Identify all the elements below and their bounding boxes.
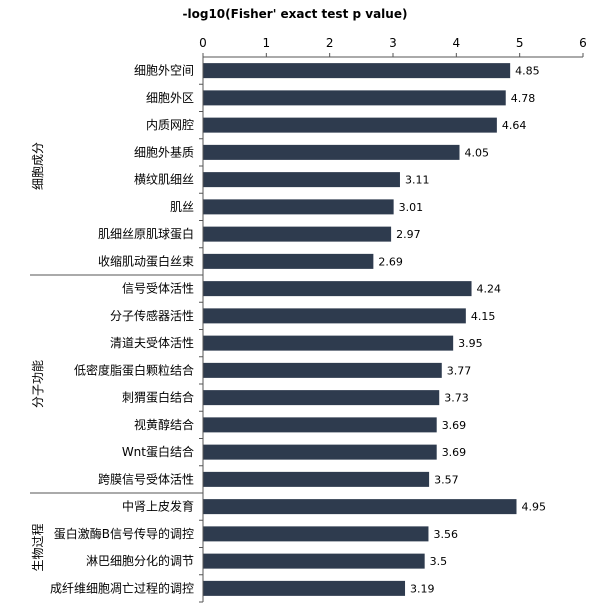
value-label: 4.64: [502, 119, 527, 132]
value-label: 3.19: [410, 582, 435, 595]
value-label: 3.5: [430, 555, 448, 568]
value-label: 3.77: [447, 364, 472, 377]
category-label: 中肾上皮发育: [122, 499, 194, 514]
value-label: 3.56: [433, 528, 458, 541]
bar: [203, 444, 437, 460]
bar: [203, 172, 400, 188]
category-label: 刺猬蛋白结合: [122, 390, 194, 405]
bar: [203, 226, 392, 242]
bar: [203, 553, 425, 569]
value-label: 4.85: [515, 65, 540, 78]
value-label: 4.15: [471, 310, 496, 323]
axes: [30, 56, 583, 603]
category-label: 内质网腔: [146, 117, 194, 132]
bar: [203, 281, 472, 297]
category-label: 肌细丝原肌球蛋白: [98, 226, 194, 241]
group-label: 细胞成分: [31, 142, 45, 190]
category-label: 细胞外基质: [134, 145, 194, 159]
value-label: 3.73: [444, 392, 469, 405]
x-axis-ticks: 0 1 2 3 4 5 6: [199, 36, 587, 57]
bar: [203, 580, 406, 596]
category-labels: 细胞外空间细胞外区内质网腔细胞外基质横纹肌细丝肌丝肌细丝原肌球蛋白收缩肌动蛋白丝…: [50, 64, 194, 596]
category-label: 收缩肌动蛋白丝束: [98, 253, 194, 268]
bar: [203, 335, 454, 351]
category-label: 跨膜信号受体活性: [98, 472, 194, 486]
value-label: 3.95: [458, 337, 483, 350]
bar: [203, 499, 517, 515]
category-label: 肌丝: [170, 200, 194, 214]
category-label: 清道夫受体活性: [110, 336, 194, 350]
bar: [203, 253, 374, 269]
bar: [203, 117, 497, 133]
category-label: 信号受体活性: [122, 282, 194, 296]
value-label: 2.97: [396, 228, 421, 241]
bar: [203, 308, 466, 324]
bar: [203, 471, 430, 487]
bar: [203, 144, 460, 160]
bar: [203, 362, 442, 378]
category-label: 分子传感器活性: [110, 308, 194, 323]
value-label: 4.78: [511, 92, 536, 105]
value-label: 3.69: [442, 419, 467, 432]
x-tick-label: 3: [389, 36, 397, 50]
category-label: 成纤维细胞凋亡过程的调控: [50, 580, 194, 595]
category-label: 低密度脂蛋白颗粒结合: [74, 362, 194, 377]
x-tick-label: 1: [263, 36, 271, 50]
category-label: 横纹肌细丝: [134, 173, 194, 187]
bar: [203, 63, 511, 79]
chart-title: -log10(Fisher' exact test p value): [183, 7, 408, 21]
x-tick-label: 4: [453, 36, 461, 50]
x-tick-label: 6: [579, 36, 587, 50]
value-label: 4.24: [477, 283, 502, 296]
category-label: 视黄醇结合: [134, 417, 194, 432]
value-label: 3.11: [405, 174, 430, 187]
group-label: 生物过程: [30, 523, 45, 571]
bar: [203, 417, 437, 433]
bar: [203, 199, 394, 215]
value-label: 3.69: [442, 446, 467, 459]
bar: [203, 390, 440, 406]
value-label: 3.57: [434, 473, 459, 486]
value-label: 4.05: [465, 146, 490, 159]
group-label: 分子功能: [31, 360, 45, 408]
bar: [203, 90, 506, 106]
category-label: Wnt蛋白结合: [122, 444, 194, 459]
x-tick-label: 2: [326, 36, 334, 50]
category-label: 细胞外区: [146, 91, 194, 105]
category-label: 淋巴细胞分化的调节: [86, 553, 194, 568]
x-tick-label: 5: [516, 36, 524, 50]
bars: [203, 63, 517, 596]
x-tick-label: 0: [199, 36, 207, 50]
category-label: 蛋白激酶B信号传导的调控: [54, 526, 194, 541]
value-label: 3.01: [399, 201, 424, 214]
category-label: 细胞外空间: [134, 64, 194, 78]
value-labels: 4.85 4.78 4.64 4.05 3.11 3.01 2.97 2.69 4.24 4.15…: [378, 65, 546, 596]
bar: [203, 526, 429, 542]
value-label: 4.95: [522, 501, 547, 514]
value-label: 2.69: [378, 255, 403, 268]
